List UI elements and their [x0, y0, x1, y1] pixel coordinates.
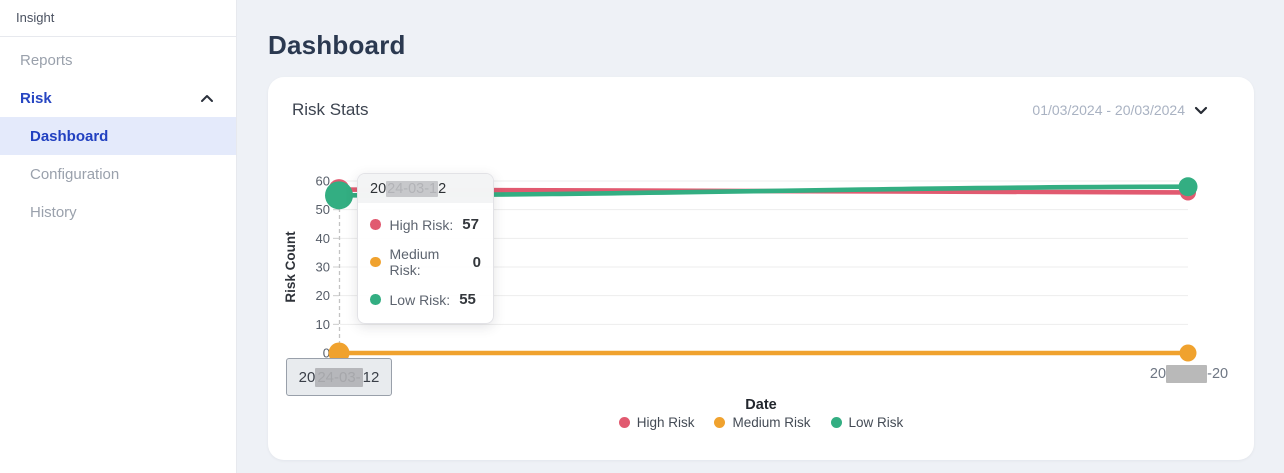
sidebar-item-label: Reports	[20, 51, 73, 69]
x-axis-title: Date	[745, 397, 777, 413]
sidebar-item-reports[interactable]: Reports	[0, 41, 236, 79]
sidebar-item-configuration[interactable]: Configuration	[0, 155, 236, 193]
sidebar-item-label: Dashboard	[30, 127, 109, 145]
axis-date-suffix: 12	[362, 368, 380, 386]
low-risk-dot-icon	[830, 417, 842, 428]
low-risk-dot-icon	[370, 294, 381, 305]
redaction-box: 24-03-1	[386, 181, 439, 197]
svg-text:10: 10	[316, 317, 330, 332]
risk-line-chart: 0 10 20 30 40 50 60 Risk Count 2024-03-12 High …	[268, 132, 1254, 460]
tooltip-value: 57	[462, 216, 479, 233]
tooltip-row-low-risk: Low Risk: 55	[370, 291, 481, 308]
sidebar-divider	[0, 36, 236, 37]
tooltip-value: 0	[472, 253, 481, 271]
sidebar-item-history[interactable]: History	[0, 193, 236, 231]
high-risk-dot-icon	[370, 219, 381, 230]
medium-risk-dot-icon	[714, 417, 726, 428]
chevron-down-icon	[1194, 106, 1208, 115]
card-header: Risk Stats 01/03/2024 - 20/03/2024	[268, 77, 1254, 120]
redaction-box: 24-03	[1166, 365, 1208, 383]
legend-item-low-risk[interactable]: Low Risk	[830, 415, 904, 430]
chart-legend: High Risk Medium Risk Low Risk	[268, 415, 1254, 430]
sidebar-item-dashboard[interactable]: Dashboard	[0, 117, 236, 155]
svg-text:20: 20	[316, 288, 330, 303]
sidebar-item-label: History	[30, 203, 77, 221]
legend-label: Medium Risk	[732, 415, 811, 430]
main-content: Dashboard Risk Stats 01/03/2024 - 20/03/…	[237, 0, 1284, 473]
tooltip-row-high-risk: High Risk: 57	[370, 216, 481, 233]
tooltip-label: High Risk:	[389, 216, 454, 233]
risk-stats-card: Risk Stats 01/03/2024 - 20/03/2024 0 10 20…	[268, 77, 1254, 460]
legend-item-high-risk[interactable]: High Risk	[618, 415, 695, 430]
redaction-box: 24-03-	[315, 367, 363, 387]
card-title: Risk Stats	[292, 100, 369, 119]
tooltip-label: Medium Risk:	[389, 246, 440, 278]
brand-logo: Insight	[16, 10, 55, 25]
svg-text:Risk Count: Risk Count	[283, 231, 298, 303]
svg-text:60: 60	[316, 174, 330, 189]
sidebar-item-label: Configuration	[30, 165, 120, 183]
sidebar-item-risk[interactable]: Risk	[0, 79, 236, 117]
date-range-selector[interactable]: 01/03/2024 - 20/03/2024	[1032, 102, 1208, 118]
page-title: Dashboard	[268, 30, 406, 60]
svg-text:50: 50	[316, 202, 330, 217]
svg-text:40: 40	[316, 231, 330, 246]
sidebar-item-label: Risk	[20, 89, 52, 107]
high-risk-dot-icon	[618, 417, 630, 428]
axis-pointer-label: 20 24-03- 12	[286, 358, 392, 396]
svg-text:0: 0	[323, 346, 330, 361]
axis-date-prefix: 20	[298, 368, 316, 386]
x-axis-tick-label-right: 2024-03-20	[1124, 365, 1254, 383]
x-label-prefix: 20	[1149, 366, 1167, 382]
tooltip-value: 55	[459, 291, 476, 308]
date-range-text: 01/03/2024 - 20/03/2024	[1032, 102, 1185, 118]
tooltip-date-suffix: 2	[438, 181, 447, 197]
svg-text:30: 30	[316, 260, 330, 275]
tooltip-row-medium-risk: Medium Risk: 0	[370, 246, 481, 278]
legend-label: High Risk	[636, 415, 695, 430]
tooltip-body: High Risk: 57 Medium Risk: 0 Low Risk: 5…	[358, 203, 493, 323]
sidebar-nav: Reports Risk Dashboard Configuration His…	[0, 37, 236, 231]
chevron-up-icon	[200, 94, 214, 103]
tooltip-label: Low Risk:	[389, 291, 451, 308]
x-label-suffix: -20	[1207, 366, 1229, 382]
tooltip-date-prefix: 20	[370, 181, 387, 197]
medium-risk-dot-icon	[370, 256, 381, 268]
sidebar: Insight Reports Risk Dashboard Configura…	[0, 0, 237, 473]
chart-tooltip: 2024-03-12 High Risk: 57 Medium Risk: 0	[357, 173, 494, 324]
legend-item-medium-risk[interactable]: Medium Risk	[714, 415, 811, 430]
tooltip-title: 2024-03-12	[358, 174, 493, 203]
legend-label: Low Risk	[848, 415, 904, 430]
